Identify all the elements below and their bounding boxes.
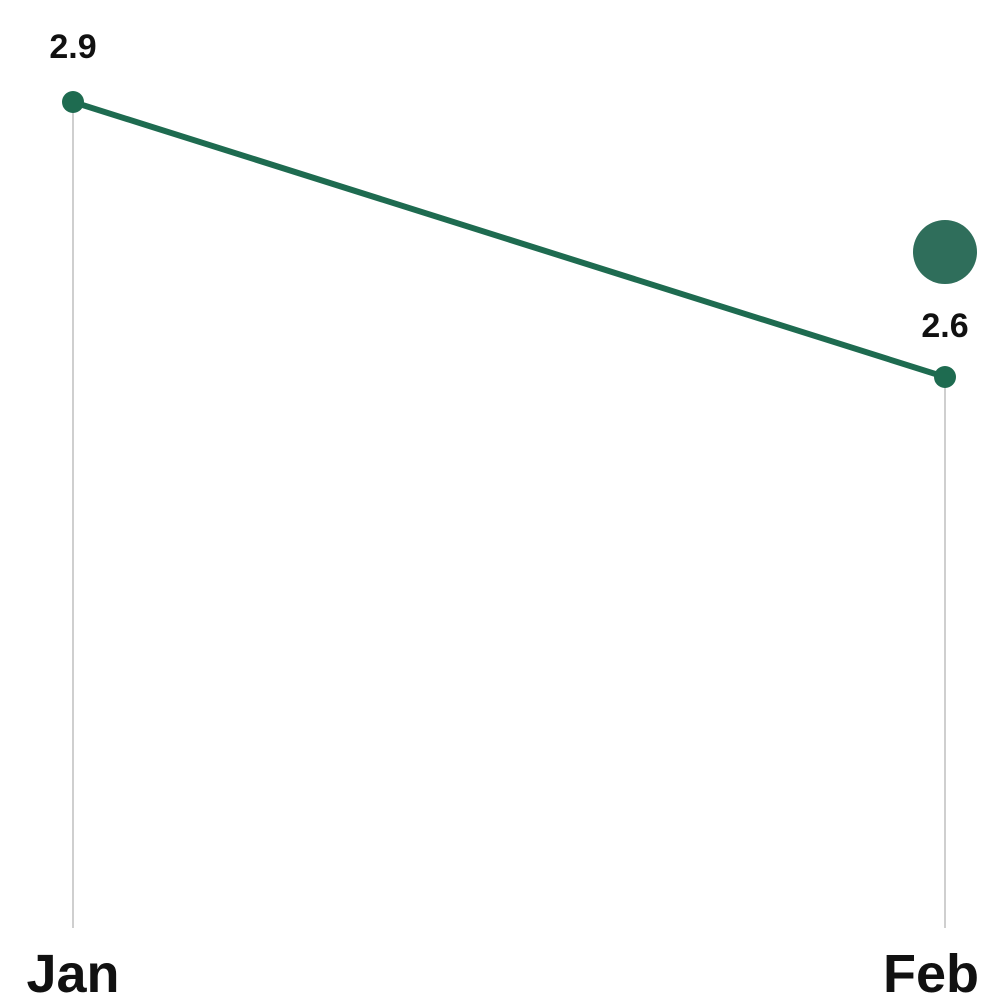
series-legend-dot	[913, 220, 977, 284]
series-lines	[70, 99, 948, 380]
data-point-feb	[934, 366, 956, 388]
category-drop-lines	[72, 102, 946, 928]
x-tick-label-feb: Feb	[883, 944, 979, 994]
x-axis-tick-labels: Jan Feb	[26, 944, 979, 994]
data-markers	[62, 91, 956, 388]
x-tick-label-jan: Jan	[26, 944, 119, 994]
data-labels: 2.9 2.6	[49, 28, 968, 345]
data-point-jan	[62, 91, 84, 113]
series-line	[70, 99, 948, 380]
data-label-feb: 2.6	[921, 307, 968, 345]
data-label-jan: 2.9	[49, 28, 96, 66]
